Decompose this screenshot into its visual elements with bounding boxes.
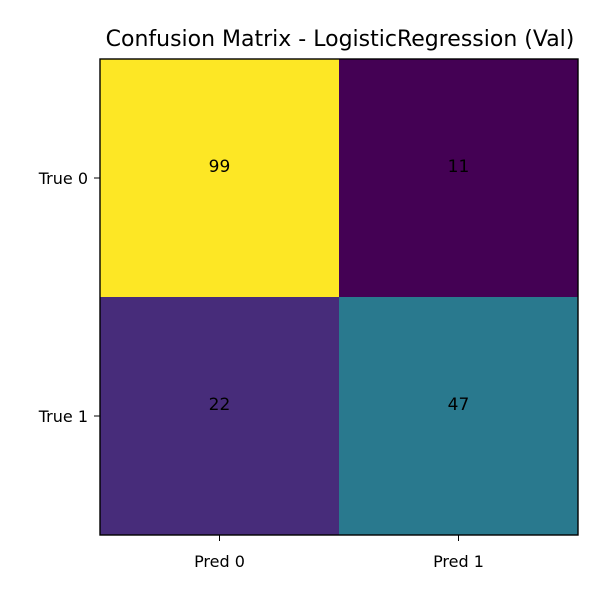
heatmap-cell [339, 297, 578, 535]
y-tick-label: True 0 [38, 169, 88, 188]
heatmap-cell [339, 59, 578, 297]
heatmap-value-labels: 99 11 22 47 [209, 157, 470, 415]
plot-frame [99, 58, 579, 536]
cell-value-label: 22 [209, 395, 231, 415]
cell-value-label: 11 [448, 157, 470, 177]
chart-title: Confusion Matrix - LogisticRegression (V… [106, 27, 575, 52]
cell-value-label: 99 [209, 157, 231, 177]
heatmap-cell [100, 297, 339, 535]
x-tick-label: Pred 0 [194, 552, 245, 571]
heatmap-cell [100, 59, 339, 297]
heatmap-cells [100, 59, 578, 535]
y-tick-label: True 1 [38, 407, 88, 426]
x-tick-label: Pred 1 [433, 552, 484, 571]
cell-value-label: 47 [448, 395, 470, 415]
axis-ticks: Pred 0 Pred 1 True 0 True 1 [38, 169, 484, 571]
